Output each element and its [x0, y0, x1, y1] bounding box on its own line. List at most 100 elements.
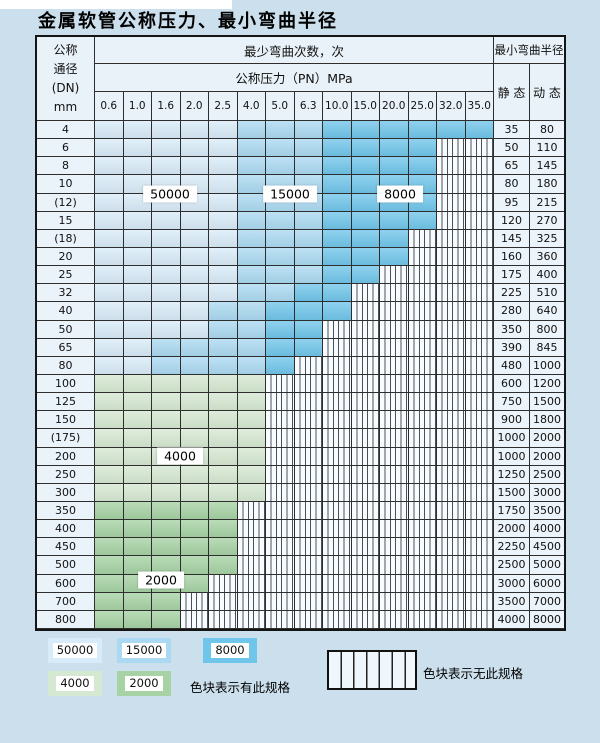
no-spec-cell: [380, 483, 409, 501]
static-radius-value: 175: [494, 266, 530, 284]
no-spec-cell: [294, 429, 323, 447]
static-radius-value: 95: [494, 193, 530, 211]
no-spec-cell: [465, 157, 494, 175]
spec-available-cell: [152, 393, 181, 411]
spec-available-cell: [294, 211, 323, 229]
static-radius-value: 750: [494, 393, 530, 411]
spec-available-cell: [152, 121, 181, 139]
no-spec-cell: [351, 574, 380, 592]
spec-available-cell: [152, 592, 181, 610]
spec-available-cell: [209, 247, 238, 266]
dynamic-radius-value: 325: [530, 229, 564, 247]
spec-available-cell: [95, 193, 124, 211]
no-spec-cell: [351, 447, 380, 465]
spec-available-cell: [209, 229, 238, 247]
spec-available-cell: [180, 157, 209, 175]
spec-available-cell: [95, 157, 124, 175]
dynamic-radius-value: 360: [530, 247, 564, 266]
no-spec-cell: [437, 193, 466, 211]
pressure-tick-label: 10.0: [323, 92, 352, 120]
spec-available-cell: [209, 393, 238, 411]
row-dn-label: 700: [37, 592, 95, 610]
spec-available-cell: [95, 520, 124, 538]
no-spec-cell: [408, 374, 437, 393]
spec-available-cell: [152, 429, 181, 447]
table-row: 50 350 800: [37, 320, 564, 339]
no-spec-cell: [380, 411, 409, 429]
spec-available-cell: [209, 320, 238, 338]
no-spec-cell: [465, 284, 494, 302]
row-dn-label: 125: [37, 393, 95, 411]
static-radius-value: 600: [494, 374, 530, 393]
no-spec-cell: [408, 411, 437, 429]
no-spec-cell: [408, 229, 437, 247]
spec-table: 公称 通径 (DN) mm 最少弯曲次数，次 公称压力（PN）MPa 0.6 1.0 1.…: [35, 35, 566, 631]
no-spec-cell: [465, 538, 494, 556]
spec-available-cell: [209, 520, 238, 538]
no-spec-cell: [437, 520, 466, 538]
dynamic-radius-value: 3000: [530, 483, 564, 501]
legend-swatch-label: 15000: [121, 643, 167, 658]
pressure-tick-label: 2.5: [209, 92, 238, 120]
no-spec-cell: [437, 483, 466, 501]
spec-available-cell: [266, 356, 295, 374]
spec-available-cell: [380, 157, 409, 175]
no-spec-cell: [380, 447, 409, 465]
static-radius-value: 1500: [494, 483, 530, 501]
no-spec-cell: [323, 356, 352, 374]
no-spec-cell: [465, 610, 494, 628]
spec-available-cell: [180, 429, 209, 447]
no-spec-cell: [266, 447, 295, 465]
dynamic-radius-value: 1000: [530, 356, 564, 374]
dynamic-radius-value: 2000: [530, 447, 564, 465]
no-spec-cell: [351, 538, 380, 556]
no-spec-cell: [465, 411, 494, 429]
static-radius-value: 225: [494, 284, 530, 302]
dynamic-radius-value: 270: [530, 211, 564, 229]
spec-available-cell: [294, 338, 323, 356]
spec-available-cell: [380, 229, 409, 247]
spec-available-cell: [294, 320, 323, 338]
spec-available-cell: [123, 393, 152, 411]
no-spec-cell: [266, 592, 295, 610]
spec-available-cell: [408, 211, 437, 229]
no-spec-cell: [380, 356, 409, 374]
no-spec-cell: [351, 284, 380, 302]
spec-available-cell: [95, 139, 124, 157]
spec-available-cell: [237, 483, 266, 501]
legend-no-spec-swatch: [327, 650, 417, 690]
spec-available-cell: [266, 157, 295, 175]
no-spec-cell: [351, 483, 380, 501]
dynamic-radius-value: 2000: [530, 429, 564, 447]
table-row: 450 2250 4500: [37, 538, 564, 557]
spec-available-cell: [237, 447, 266, 465]
no-spec-cell: [437, 266, 466, 284]
spec-available-cell: [152, 284, 181, 302]
spec-available-cell: [95, 610, 124, 628]
row-dn-label: (12): [37, 193, 95, 211]
spec-available-cell: [237, 302, 266, 320]
no-spec-cell: [408, 284, 437, 302]
spec-available-cell: [323, 302, 352, 320]
table-row: 300 1500 3000: [37, 483, 564, 502]
no-spec-cell: [323, 393, 352, 411]
dynamic-radius-value: 510: [530, 284, 564, 302]
spec-available-cell: [266, 284, 295, 302]
spec-available-cell: [123, 211, 152, 229]
spec-available-cell: [152, 374, 181, 393]
no-spec-cell: [408, 338, 437, 356]
static-radius-value: 2500: [494, 556, 530, 574]
row-dn-label: 15: [37, 211, 95, 229]
no-spec-cell: [437, 229, 466, 247]
no-spec-cell: [351, 556, 380, 574]
spec-available-cell: [237, 211, 266, 229]
no-spec-cell: [323, 501, 352, 520]
spec-available-cell: [123, 592, 152, 610]
spec-available-cell: [152, 247, 181, 266]
grid-annotation-50000: 50000: [143, 185, 197, 203]
row-dn-label: 4: [37, 121, 95, 139]
row-dn-label: 600: [37, 574, 95, 592]
spec-available-cell: [351, 247, 380, 266]
row-dn-label: 500: [37, 556, 95, 574]
